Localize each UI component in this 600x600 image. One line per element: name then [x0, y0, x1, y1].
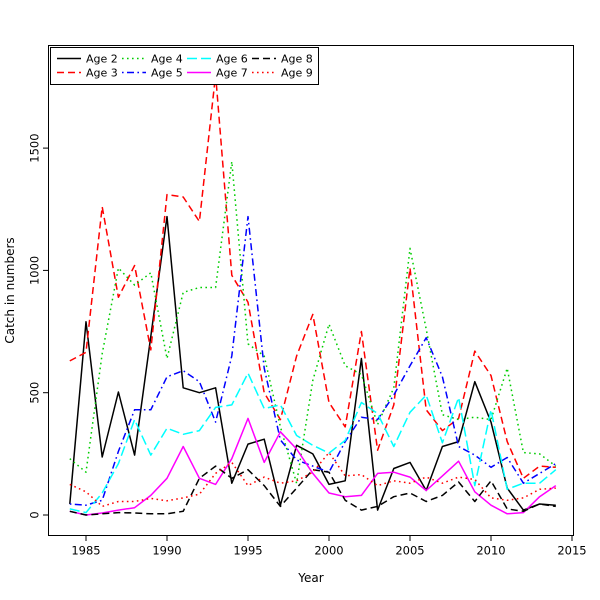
plot-border [48, 45, 574, 536]
x-axis-tick-label: 1990 [152, 544, 181, 558]
legend-label-age-5: Age 5 [151, 67, 183, 80]
legend-box [50, 47, 319, 85]
y-axis-tick-label: 1500 [28, 133, 42, 162]
legend-label-age-8: Age 8 [281, 53, 313, 66]
legend-label-age-6: Age 6 [216, 53, 248, 66]
series-line-age-5 [69, 215, 557, 506]
legend-label-age-3: Age 3 [86, 67, 118, 80]
y-axis-tick-label: 500 [28, 382, 42, 404]
y-axis-title: Catch in numbers [3, 237, 17, 343]
y-axis-tick-label: 0 [28, 511, 42, 518]
x-axis-tick-label: 2000 [314, 544, 343, 558]
legend-label-age-9: Age 9 [281, 67, 313, 80]
series-line-age-6 [69, 372, 557, 514]
x-axis-tick-label: 2015 [557, 544, 586, 558]
x-axis-tick-label: 2010 [476, 544, 505, 558]
series-line-age-3 [69, 73, 556, 480]
legend-label-age-7: Age 7 [216, 67, 248, 80]
series-line-age-2 [69, 215, 556, 511]
x-axis-tick-label: 1995 [233, 544, 262, 558]
legend-label-age-2: Age 2 [86, 53, 118, 66]
legend-label-age-4: Age 4 [151, 53, 183, 66]
series-line-age-4 [69, 160, 557, 484]
y-axis-tick-label: 1000 [28, 256, 42, 285]
x-axis-tick-label: 1985 [71, 544, 100, 558]
x-axis-title: Year [297, 571, 323, 585]
x-axis-tick-label: 2005 [395, 544, 424, 558]
series-line-age-7 [69, 417, 557, 516]
series-line-age-8 [69, 465, 556, 516]
